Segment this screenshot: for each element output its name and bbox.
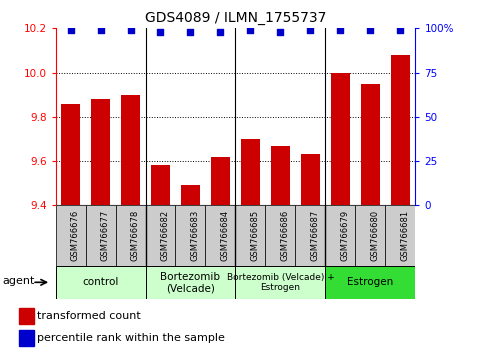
Bar [355,205,385,266]
Bar [385,205,415,266]
Text: GSM766681: GSM766681 [400,210,410,261]
Bar [181,185,200,205]
Text: Bortezomib (Velcade) +
Estrogen: Bortezomib (Velcade) + Estrogen [227,273,334,292]
Text: GSM766682: GSM766682 [160,210,170,261]
Point [307,27,314,33]
Point [247,27,255,33]
Bar [331,73,350,205]
Text: control: control [82,277,119,287]
Bar [205,205,236,266]
Bar [145,266,236,299]
Bar [19,330,34,346]
Bar [241,139,260,205]
Bar [211,157,230,205]
Bar [296,205,326,266]
Point [337,27,344,33]
Text: agent: agent [3,276,35,286]
Bar [270,145,290,205]
Bar [61,104,80,205]
Text: Estrogen: Estrogen [347,277,394,287]
Point [67,27,74,33]
Bar [301,154,320,205]
Text: GSM766687: GSM766687 [311,210,319,261]
Bar [175,205,205,266]
Bar [121,95,140,205]
Text: GSM766683: GSM766683 [190,210,199,261]
Point [156,29,164,35]
Bar [19,308,34,324]
Bar [236,205,266,266]
Point [216,29,224,35]
Text: GSM766678: GSM766678 [130,210,140,261]
Text: percentile rank within the sample: percentile rank within the sample [38,333,226,343]
Text: Bortezomib
(Velcade): Bortezomib (Velcade) [160,272,220,293]
Title: GDS4089 / ILMN_1755737: GDS4089 / ILMN_1755737 [145,11,326,24]
Bar [326,205,355,266]
Bar [85,205,115,266]
Bar [391,55,410,205]
Bar [115,205,145,266]
Point [97,27,104,33]
Bar [361,84,380,205]
Bar [236,266,326,299]
Bar [56,266,145,299]
Bar [56,205,85,266]
Point [127,27,134,33]
Bar [326,266,415,299]
Text: GSM766684: GSM766684 [220,210,229,261]
Bar [151,165,170,205]
Text: GSM766677: GSM766677 [100,210,110,261]
Bar [266,205,296,266]
Point [186,29,194,35]
Bar [145,205,175,266]
Text: GSM766685: GSM766685 [251,210,259,261]
Text: GSM766676: GSM766676 [71,210,80,261]
Point [367,27,374,33]
Point [397,27,404,33]
Text: GSM766686: GSM766686 [281,210,289,261]
Text: GSM766679: GSM766679 [341,210,349,261]
Text: transformed count: transformed count [38,311,141,321]
Text: GSM766680: GSM766680 [370,210,380,261]
Point [277,29,284,35]
Bar [91,99,110,205]
